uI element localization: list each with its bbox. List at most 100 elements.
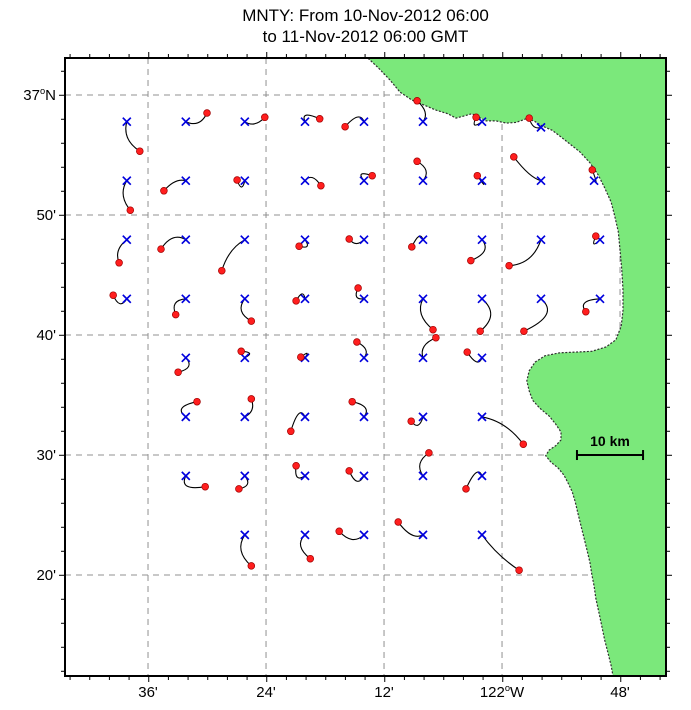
start-marker-x <box>181 176 191 186</box>
end-marker-dot <box>519 440 528 448</box>
end-marker-dot <box>247 395 256 403</box>
end-marker-dot <box>218 266 226 275</box>
x-axis-tick-label: 122oW <box>480 683 525 701</box>
start-marker-x <box>418 235 428 245</box>
start-marker-x <box>418 412 428 422</box>
end-marker-dot <box>160 187 168 195</box>
start-marker-x <box>477 471 487 481</box>
end-marker-dot <box>109 291 117 299</box>
y-axis-tick-label: 40' <box>36 327 56 344</box>
end-marker-dot <box>432 333 440 342</box>
start-marker-x <box>122 294 132 304</box>
end-marker-dot <box>247 562 256 570</box>
start-marker-x <box>359 353 369 363</box>
start-marker-x <box>418 117 428 127</box>
chart-title-line2: to 11-Nov-2012 06:00 GMT <box>262 27 469 46</box>
end-marker-dot <box>425 449 433 457</box>
start-marker-x <box>359 530 369 540</box>
trajectory-path <box>183 475 206 489</box>
start-marker-x <box>240 235 250 245</box>
start-marker-x <box>589 176 599 186</box>
start-marker-x <box>300 294 310 304</box>
start-marker-x <box>240 412 250 422</box>
end-marker-dot <box>292 462 300 470</box>
y-axis-tick-label: 50' <box>36 207 56 224</box>
end-marker-dot <box>306 554 315 563</box>
x-axis-tick-label: 24' <box>256 684 276 701</box>
start-marker-x <box>359 412 369 422</box>
start-marker-x <box>181 294 191 304</box>
y-axis-tick-label: 20' <box>36 567 56 584</box>
start-marker-x <box>477 235 487 245</box>
start-marker-x <box>536 235 546 245</box>
end-marker-dot <box>588 166 597 174</box>
land-polygon <box>366 57 667 677</box>
end-marker-dot <box>525 114 533 122</box>
start-marker-x <box>240 176 250 186</box>
end-marker-dot <box>126 206 135 214</box>
end-marker-dot <box>394 518 402 526</box>
trajectory-path <box>513 156 542 182</box>
end-marker-dot <box>317 181 325 190</box>
start-marker-x <box>300 117 310 127</box>
start-marker-x <box>595 294 605 304</box>
end-marker-dot <box>171 310 180 319</box>
end-marker-dot <box>429 325 437 334</box>
start-marker-x <box>359 176 369 186</box>
chart-title: MNTY: From 10-Nov-2012 06:00 to 11-Nov-2… <box>65 5 666 47</box>
start-marker-x <box>181 471 191 481</box>
end-marker-dot <box>413 97 421 105</box>
start-marker-x <box>418 471 428 481</box>
start-marker-x <box>240 353 250 363</box>
end-marker-dot <box>413 157 421 166</box>
trajectory-path <box>125 121 141 152</box>
end-marker-dot <box>476 327 484 335</box>
trajectory-path <box>479 298 492 332</box>
start-marker-x <box>122 117 132 127</box>
start-marker-x <box>240 117 250 127</box>
end-marker-dot <box>201 482 209 491</box>
end-marker-dot <box>582 307 590 316</box>
end-marker-dot <box>174 368 182 376</box>
start-marker-x <box>418 294 428 304</box>
end-marker-dot <box>345 467 353 475</box>
start-marker-x <box>359 235 369 245</box>
start-marker-x <box>536 176 546 186</box>
end-marker-dot <box>341 122 349 131</box>
start-marker-x <box>240 530 250 540</box>
trajectory-path <box>481 416 524 445</box>
start-marker-x <box>240 294 250 304</box>
end-marker-dot <box>292 297 300 305</box>
end-marker-dot <box>136 147 144 155</box>
end-marker-dot <box>462 485 470 493</box>
end-marker-dot <box>233 176 241 184</box>
x-axis-tick-label: 48' <box>610 684 630 701</box>
end-marker-dot <box>592 232 600 240</box>
start-marker-x <box>418 530 428 540</box>
end-marker-dot <box>193 397 201 406</box>
start-marker-x <box>359 117 369 127</box>
start-marker-x <box>418 353 428 363</box>
start-marker-x <box>300 412 310 422</box>
end-marker-dot <box>345 235 353 243</box>
end-marker-dot <box>467 256 475 265</box>
trajectory-path <box>221 239 246 271</box>
x-axis-tick-label: 36' <box>138 684 158 701</box>
trajectory-path <box>122 180 131 211</box>
chart-title-line1: MNTY: From 10-Nov-2012 06:00 <box>242 6 489 25</box>
end-marker-dot <box>520 327 528 335</box>
trajectory-path <box>419 298 434 331</box>
end-marker-dot <box>353 338 361 346</box>
end-marker-dot <box>473 171 482 180</box>
end-marker-dot <box>335 527 343 536</box>
end-marker-dot <box>297 353 305 361</box>
trajectory-path <box>523 298 549 332</box>
x-axis-tick-label: 12' <box>374 684 394 701</box>
end-marker-dot <box>203 109 211 117</box>
end-marker-dot <box>115 259 123 267</box>
end-marker-dot <box>235 485 243 493</box>
end-marker-dot <box>505 261 513 270</box>
start-marker-x <box>181 117 191 127</box>
